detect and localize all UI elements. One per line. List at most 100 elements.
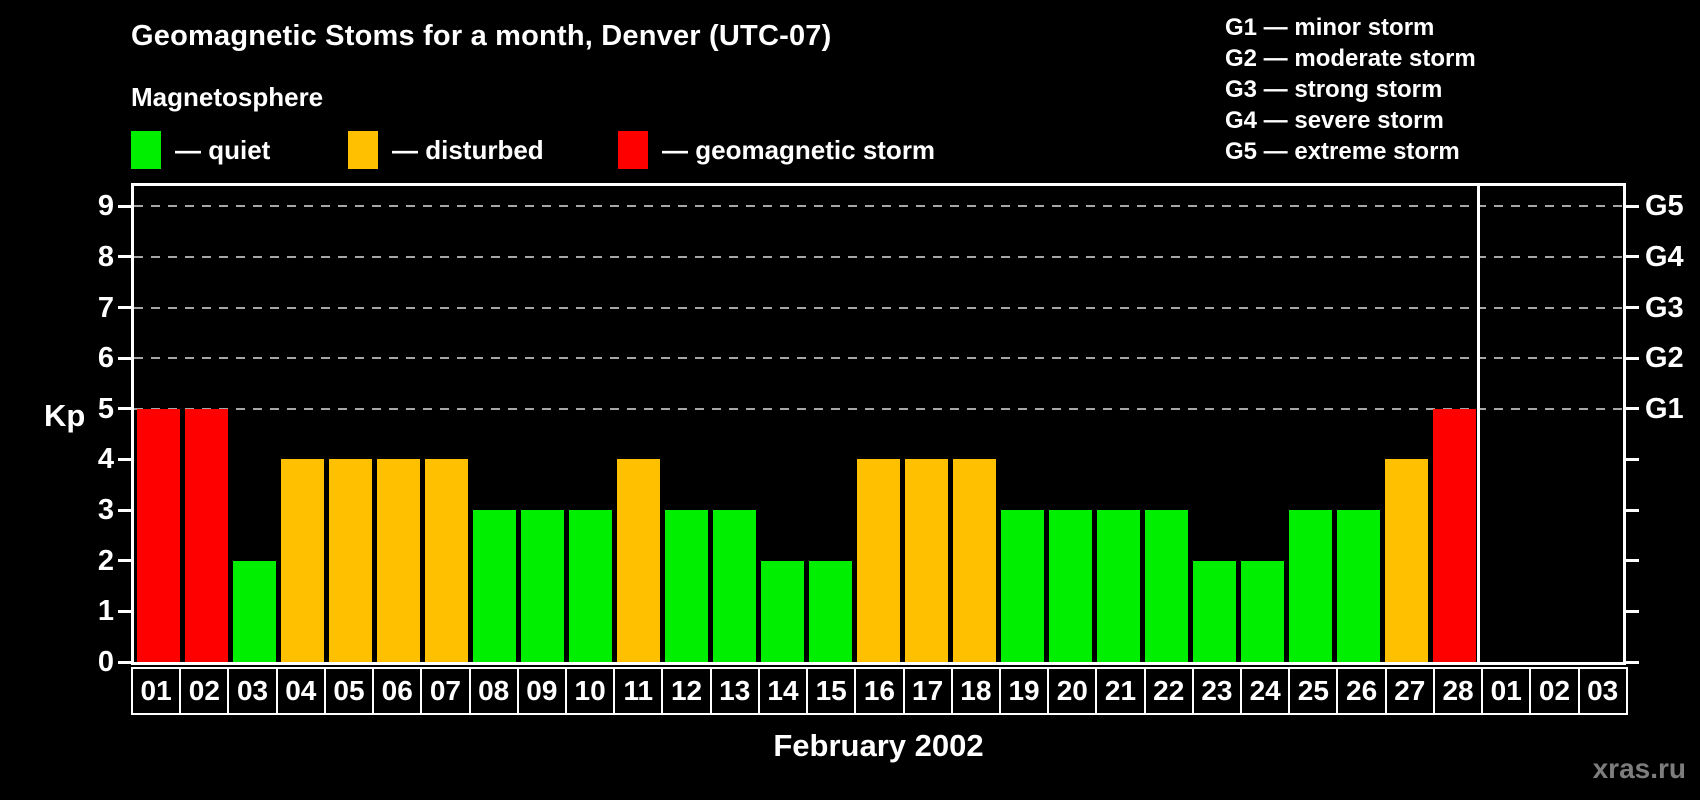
right-axis-tick-5 [1626, 407, 1639, 411]
day-box-feb-10: 10 [564, 667, 616, 715]
month-separator [1477, 186, 1481, 662]
bar-day-25 [1289, 510, 1333, 662]
bar-day-27 [1385, 459, 1429, 662]
right-axis-label-g5: G5 [1645, 190, 1684, 223]
right-axis-tick-7 [1626, 306, 1639, 310]
y-axis-tick-4 [118, 457, 131, 461]
day-box-feb-25: 25 [1288, 667, 1339, 715]
right-axis-label-g2: G2 [1645, 342, 1684, 375]
day-box-feb-14: 14 [757, 667, 809, 715]
day-box-feb-08: 08 [468, 667, 519, 715]
bar-day-21 [1097, 510, 1141, 662]
y-axis-tick-2 [118, 559, 131, 563]
right-axis-tick-3 [1626, 508, 1639, 512]
legend-item-quiet: — quiet [131, 130, 270, 170]
day-box-feb-01: 01 [131, 667, 182, 715]
bar-day-10 [568, 510, 612, 662]
y-axis-tick-9 [118, 204, 131, 208]
watermark: xras.ru [1592, 753, 1686, 784]
bar-day-13 [712, 510, 756, 662]
bar-day-04 [280, 459, 324, 662]
day-box-mar-02: 02 [1529, 667, 1580, 715]
y-axis-label-4: 4 [97, 443, 114, 476]
day-box-feb-26: 26 [1336, 667, 1387, 715]
day-box-feb-12: 12 [661, 667, 712, 715]
right-axis-label-g4: G4 [1645, 240, 1684, 273]
y-axis-label-5: 5 [97, 392, 114, 425]
bar-day-18 [953, 459, 997, 662]
bar-day-15 [808, 560, 852, 662]
bar-day-17 [905, 459, 949, 662]
storm-scale-g4: G4 — severe storm [1225, 107, 1444, 134]
right-axis-tick-8 [1626, 255, 1639, 259]
bar-day-11 [616, 459, 660, 662]
day-box-feb-21: 21 [1095, 667, 1146, 715]
day-box-feb-18: 18 [950, 667, 1001, 715]
right-axis-label-g3: G3 [1645, 291, 1684, 324]
disturbed-color-swatch [348, 131, 378, 169]
gridline-kp5 [134, 407, 1623, 410]
day-box-feb-22: 22 [1143, 667, 1194, 715]
chart-title: Geomagnetic Stoms for a month, Denver (U… [131, 20, 832, 52]
bar-day-02 [184, 408, 228, 662]
bar-day-06 [376, 459, 420, 662]
y-axis-tick-7 [118, 306, 131, 310]
right-axis-tick-4 [1626, 457, 1639, 461]
bar-day-28 [1433, 408, 1477, 662]
legend-item-disturbed: — disturbed [348, 130, 544, 170]
legend-item-storm: — geomagnetic storm [618, 130, 935, 170]
bar-day-24 [1241, 560, 1285, 662]
x-axis-day-boxes: 01 02 03 04 05 06 07 08 09 10 11 12 13 14 15 16 17 18 19 20… [131, 667, 1628, 715]
y-axis-label-8: 8 [97, 240, 114, 273]
day-box-feb-20: 20 [1047, 667, 1098, 715]
legend-label-storm: — geomagnetic storm [662, 134, 936, 165]
y-axis-label-6: 6 [97, 342, 114, 375]
day-box-feb-02: 02 [179, 667, 230, 715]
storm-color-swatch [618, 131, 648, 169]
gridline-kp6 [134, 357, 1623, 360]
y-axis-title: Kp [44, 398, 86, 433]
gridline-kp8 [134, 255, 1623, 258]
magnetosphere-label: Magnetosphere [131, 82, 324, 112]
day-box-feb-11: 11 [613, 667, 664, 715]
storm-scale-legend: G1 — minor storm G2 — moderate storm G3 … [1225, 12, 1476, 167]
bar-day-03 [232, 560, 276, 662]
plot-area: 0 1 2 3 4 5 6 7 8 9 G1 G2 G3 G4 G5 [98, 183, 1684, 677]
day-box-feb-16: 16 [854, 667, 905, 715]
day-box-feb-06: 06 [372, 667, 423, 715]
bar-day-12 [664, 510, 708, 662]
y-axis-label-0: 0 [97, 646, 114, 678]
bar-day-23 [1193, 560, 1237, 662]
day-box-feb-27: 27 [1384, 667, 1435, 715]
quiet-color-swatch [131, 131, 161, 169]
bar-day-16 [856, 459, 900, 662]
day-box-feb-13: 13 [709, 667, 760, 715]
right-axis-tick-0 [1626, 660, 1639, 664]
storm-scale-g2: G2 — moderate storm [1225, 45, 1476, 72]
gridline-kp7 [134, 306, 1623, 309]
day-box-feb-28: 28 [1432, 667, 1484, 715]
y-axis-label-1: 1 [97, 595, 114, 628]
day-box-feb-23: 23 [1191, 667, 1243, 715]
storm-scale-g1: G1 — minor storm [1225, 14, 1435, 41]
bar-day-07 [424, 459, 468, 662]
bar-day-08 [472, 510, 516, 662]
gridline-kp9 [134, 205, 1623, 208]
y-axis-tick-6 [118, 356, 131, 360]
day-box-mar-03: 03 [1577, 667, 1628, 715]
day-box-feb-04: 04 [275, 667, 326, 715]
right-axis-tick-2 [1626, 559, 1639, 563]
day-box-feb-17: 17 [902, 667, 953, 715]
right-axis-tick-1 [1626, 609, 1639, 613]
bar-day-14 [760, 560, 804, 662]
storm-scale-g3: G3 — strong storm [1225, 76, 1443, 103]
right-axis-tick-9 [1626, 204, 1639, 208]
y-axis-tick-3 [118, 508, 131, 512]
y-axis-label-7: 7 [97, 291, 114, 324]
day-box-feb-19: 19 [998, 667, 1050, 715]
day-box-feb-07: 07 [420, 667, 471, 715]
day-box-feb-05: 05 [323, 667, 375, 715]
bar-day-05 [328, 459, 372, 662]
y-axis-label-9: 9 [97, 190, 114, 223]
